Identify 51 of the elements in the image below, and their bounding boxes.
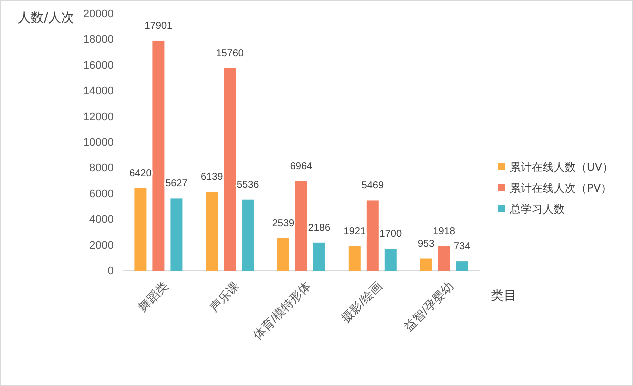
data-label: 953 (418, 238, 436, 250)
y-tick-label: 0 (108, 266, 114, 278)
data-label: 5469 (362, 180, 384, 192)
data-label: 6420 (130, 168, 152, 180)
y-tick-label: 16000 (83, 60, 114, 72)
bar (224, 68, 236, 271)
data-label: 734 (454, 242, 472, 253)
data-label: 17901 (144, 20, 174, 32)
data-label: 2539 (272, 218, 296, 230)
bar (242, 200, 254, 271)
data-label: 1700 (380, 229, 402, 240)
data-label: 6139 (200, 172, 224, 184)
data-label: 6964 (290, 162, 314, 173)
y-tick-label: 4000 (90, 214, 114, 226)
data-label: 1918 (433, 226, 456, 238)
y-axis-title: 人数/人次 (18, 11, 74, 26)
y-tick-label: 18000 (83, 34, 114, 46)
bar (366, 200, 379, 271)
bar (152, 40, 165, 271)
data-label: 15760 (216, 48, 244, 60)
data-label: 1921 (344, 226, 366, 238)
bar (170, 198, 183, 271)
bar (134, 188, 147, 271)
y-tick-label: 20000 (83, 8, 114, 21)
bar (296, 182, 308, 271)
y-tick-label: 12000 (83, 111, 114, 124)
legend-label: 累计在线人数（UV） (510, 161, 614, 174)
y-tick-label: 14000 (83, 86, 114, 98)
bar (456, 262, 468, 271)
x-tick-label: 体育/模特形体 (250, 279, 314, 343)
bar (348, 246, 361, 271)
bar (438, 246, 450, 271)
y-tick-label: 8000 (90, 162, 114, 175)
x-tick-label: 摄影/绘画 (338, 279, 386, 326)
x-tick-label: 舞蹈类 (136, 279, 171, 315)
legend-label: 总学习人数 (509, 203, 565, 216)
x-tick-label: 声乐课 (206, 279, 242, 315)
bar (278, 238, 290, 271)
y-tick-label: 6000 (90, 188, 114, 200)
x-tick-label: 益智/孕婴幼 (402, 279, 457, 334)
bar (314, 242, 326, 271)
bar (384, 249, 397, 271)
data-label: 2186 (308, 222, 332, 234)
bar (420, 258, 432, 271)
x-axis-title: 类目 (491, 289, 517, 304)
data-label: 5536 (236, 180, 260, 191)
bar (206, 192, 218, 271)
legend-label: 累计在线人次（PV） (510, 182, 612, 195)
y-tick-label: 2000 (90, 240, 114, 252)
data-label: 5627 (166, 178, 188, 190)
y-tick-label: 10000 (83, 137, 114, 150)
